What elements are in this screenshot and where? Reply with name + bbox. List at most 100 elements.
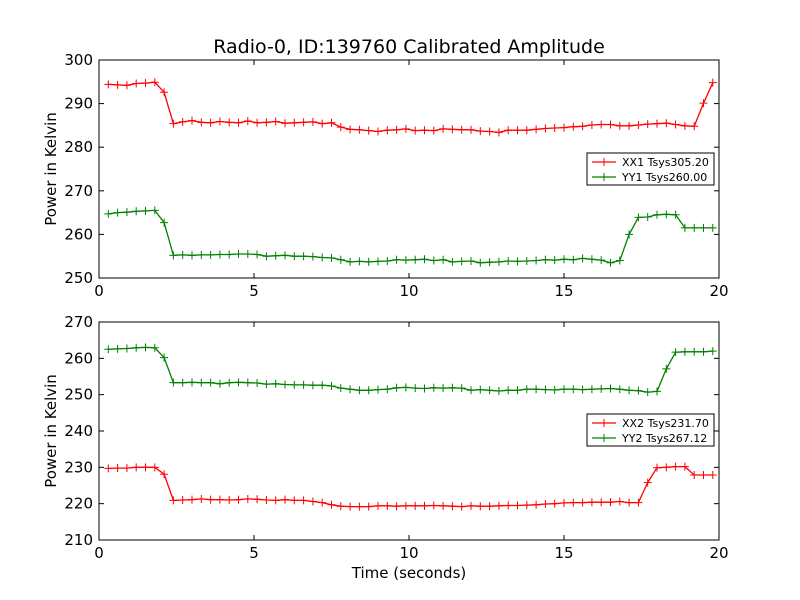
data-point-marker — [253, 118, 262, 127]
data-point-marker — [411, 255, 420, 264]
data-point-marker — [281, 251, 289, 260]
data-point-marker — [420, 255, 429, 264]
data-point-marker — [662, 210, 671, 219]
data-point-marker — [271, 251, 280, 260]
data-point-marker — [271, 496, 280, 505]
legend: XX1 Tsys305.20 YY1 Tsys260.00 — [586, 152, 715, 186]
data-point-marker — [234, 378, 243, 387]
data-point-marker — [206, 250, 215, 259]
data-point-marker — [513, 126, 522, 135]
data-point-marker — [485, 502, 494, 511]
data-point-marker — [374, 385, 382, 394]
legend-marker-swatch — [600, 158, 608, 166]
data-point-marker — [522, 501, 531, 510]
data-point-marker — [699, 347, 708, 356]
data-point-marker — [699, 470, 708, 479]
data-point-marker — [364, 386, 373, 395]
data-point-marker — [569, 498, 578, 507]
data-point-marker — [541, 385, 550, 394]
x-axis-title: Time (seconds) — [351, 564, 467, 582]
data-point-marker — [680, 121, 689, 130]
data-point-marker — [215, 250, 224, 259]
data-point-marker — [364, 257, 373, 266]
data-point-marker — [299, 496, 308, 505]
data-point-marker — [476, 385, 485, 394]
data-point-marker — [188, 251, 196, 260]
data-point-marker — [457, 502, 466, 511]
data-point-marker — [225, 118, 234, 127]
y-tick-label: 290 — [64, 95, 93, 113]
data-point-marker — [494, 257, 503, 266]
data-point-marker — [243, 378, 252, 387]
data-point-marker — [634, 120, 643, 129]
data-point-marker — [504, 386, 513, 395]
data-point-marker — [606, 120, 615, 129]
data-point-marker — [513, 386, 522, 395]
data-point-marker — [467, 125, 475, 134]
data-point-marker — [476, 127, 485, 136]
data-point-marker — [141, 79, 150, 88]
data-point-marker — [457, 384, 466, 393]
data-point-marker — [374, 501, 382, 510]
data-point-marker — [281, 119, 289, 128]
data-point-marker — [383, 501, 392, 510]
data-point-marker — [160, 353, 169, 362]
data-point-marker — [550, 385, 559, 394]
data-point-marker — [690, 347, 699, 356]
data-point-marker — [197, 118, 206, 127]
data-point-marker — [634, 213, 643, 222]
data-point-marker — [401, 124, 410, 133]
y-tick-label: 300 — [64, 51, 93, 69]
data-point-marker — [150, 78, 159, 87]
data-point-marker — [178, 496, 187, 505]
data-point-marker — [522, 126, 531, 135]
data-point-marker — [401, 256, 410, 265]
data-point-marker — [327, 118, 336, 127]
data-point-marker — [113, 208, 122, 217]
data-point-marker — [178, 378, 187, 387]
data-point-marker — [132, 207, 141, 216]
data-point-marker — [671, 462, 680, 471]
data-point-marker — [494, 128, 503, 137]
data-point-marker — [113, 80, 122, 89]
data-point-marker — [160, 470, 169, 479]
data-point-marker — [439, 255, 448, 264]
data-point-marker — [560, 255, 568, 264]
data-point-marker — [290, 380, 299, 389]
data-point-marker — [541, 124, 550, 133]
data-point-marker — [643, 478, 652, 487]
data-point-marker — [643, 388, 652, 397]
data-point-marker — [615, 497, 624, 506]
data-point-marker — [271, 117, 280, 126]
y-axis-title: Power in Kelvin — [42, 374, 60, 488]
data-point-marker — [634, 498, 643, 507]
data-point-marker — [346, 125, 355, 134]
y-tick-label: 270 — [64, 313, 93, 331]
data-point-marker — [494, 501, 503, 510]
plot-area — [104, 343, 717, 511]
data-point-marker — [122, 344, 131, 353]
data-point-marker — [188, 378, 196, 387]
data-point-marker — [355, 502, 364, 511]
data-point-marker — [160, 88, 169, 97]
data-point-marker — [606, 498, 615, 507]
data-point-marker — [383, 126, 392, 135]
data-point-marker — [225, 250, 234, 259]
data-point-marker — [308, 497, 317, 506]
data-point-marker — [281, 495, 289, 504]
data-point-marker — [448, 502, 457, 511]
data-point-marker — [587, 120, 596, 129]
legend-marker-swatch — [600, 173, 608, 181]
legend-marker-swatch — [600, 419, 608, 427]
data-point-marker — [355, 125, 364, 134]
data-point-marker — [467, 256, 475, 265]
data-point-marker — [374, 127, 382, 136]
data-point-marker — [457, 125, 466, 134]
data-point-marker — [383, 256, 392, 265]
bottom-subplot: 0 5 10 15 20 210 220 230 240 250 260 270 Power in Ke… — [42, 313, 729, 562]
data-point-marker — [662, 119, 671, 128]
data-point-marker — [234, 118, 243, 127]
data-point-marker — [597, 256, 606, 265]
data-point-marker — [662, 364, 671, 373]
top-subplot: 0 5 10 15 20 250 260 270 280 290 300 Power in Kelvi… — [42, 51, 729, 300]
